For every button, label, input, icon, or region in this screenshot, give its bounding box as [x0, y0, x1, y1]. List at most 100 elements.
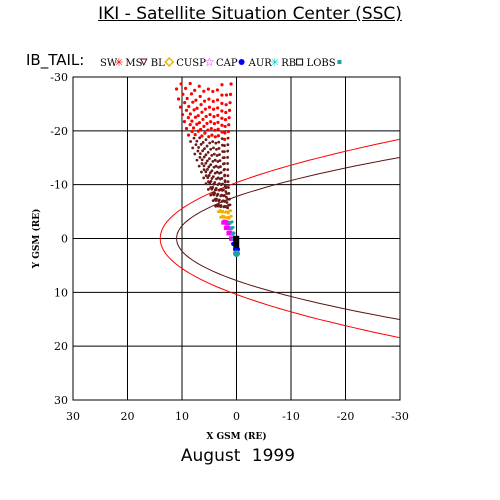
orbit-point	[215, 98, 220, 102]
date-caption: August 1999	[180, 446, 296, 466]
orbit-point	[223, 118, 228, 122]
orbit-point	[227, 186, 230, 189]
orbit-point	[228, 197, 231, 201]
orbit-point	[195, 139, 199, 143]
orbit-point	[222, 156, 226, 160]
orbit-point	[220, 176, 224, 180]
orbit-point	[209, 120, 213, 124]
orbit-point	[212, 107, 216, 111]
orbit-point	[221, 209, 225, 213]
orbit-point	[223, 137, 227, 141]
orbit-point	[217, 147, 221, 150]
orbit-point	[211, 185, 215, 189]
orbit-point	[195, 122, 199, 126]
orbit-point	[223, 124, 227, 129]
legend-label: SW	[100, 58, 118, 69]
orbit-point	[226, 136, 230, 140]
orbit-point	[201, 141, 205, 144]
orbit-point	[211, 175, 215, 179]
orbit-point	[203, 147, 206, 151]
orbit-point	[227, 116, 231, 120]
orbit-point	[199, 142, 203, 146]
orbit-point	[184, 86, 188, 90]
x-tick-label: -30	[391, 410, 409, 423]
orbit-point	[217, 203, 220, 207]
orbit-point	[193, 133, 197, 137]
orbit-point	[193, 88, 197, 92]
orbit-point	[220, 137, 224, 141]
orbit-point	[211, 99, 215, 103]
orbit-point	[223, 144, 226, 147]
orbit-point	[210, 153, 214, 157]
orbit-point	[217, 198, 221, 202]
orbit-point	[224, 220, 229, 225]
orbit-point	[225, 201, 229, 204]
orbit-point	[186, 133, 191, 137]
orbit-point	[191, 146, 195, 150]
orbit-point	[212, 165, 216, 169]
orbit-point	[184, 108, 189, 112]
orbit-point	[208, 157, 211, 160]
orbit-point	[200, 158, 204, 162]
orbit-point	[227, 211, 230, 215]
orbit-point	[224, 93, 229, 97]
orbit-point	[209, 126, 213, 131]
orbit-point	[203, 131, 207, 135]
orbit-point	[196, 149, 200, 153]
orbit-point	[211, 89, 215, 94]
orbit-point	[197, 146, 200, 149]
orbit-point	[207, 135, 211, 139]
orbit-point	[197, 164, 201, 168]
orbit-point	[223, 173, 227, 177]
orbit-point	[228, 101, 232, 105]
x-axis-label: X GSM (RE)	[206, 431, 266, 442]
orbit-point	[229, 227, 233, 231]
orbit-point	[202, 176, 206, 180]
orbit-point	[204, 138, 208, 142]
orbit-point	[215, 154, 219, 157]
orbit-point	[216, 134, 221, 138]
orbit-point	[198, 94, 202, 99]
legend-prefix: IB_TAIL:	[26, 51, 84, 70]
orbit-point	[212, 121, 217, 126]
orbit-point	[224, 110, 228, 115]
orbit-point	[209, 147, 213, 151]
orbit-point	[211, 159, 215, 163]
orbit-point	[196, 114, 200, 118]
orbit-point	[197, 84, 201, 88]
orbit-point	[226, 149, 230, 153]
orbit-point	[193, 152, 197, 156]
orbit-point	[214, 141, 218, 145]
chart-title: IKI - Satellite Situation Center (SSC)	[98, 4, 402, 24]
orbit-point	[195, 106, 199, 110]
orbit-point	[212, 152, 216, 156]
orbit-point	[200, 170, 203, 174]
orbit-point	[209, 163, 213, 167]
orbit-point	[230, 220, 234, 224]
orbit-point	[204, 170, 208, 174]
legend-label: CUSP	[176, 58, 206, 69]
orbit-point	[228, 222, 232, 226]
orbit-point	[206, 188, 210, 191]
orbit-point	[203, 107, 207, 111]
orbit-point	[178, 105, 183, 109]
orbit-point	[215, 197, 218, 201]
orbit-point	[218, 159, 222, 163]
x-tick-label: 20	[121, 410, 135, 423]
orbit-point	[224, 195, 228, 199]
orbit-point	[216, 113, 220, 117]
orbit-point	[179, 82, 183, 86]
orbit-point	[210, 169, 214, 173]
y-tick-label: -20	[50, 125, 68, 138]
orbit-point	[181, 92, 185, 96]
orbit-point	[199, 127, 203, 132]
legend-label: LOBS	[307, 58, 336, 69]
orbit-point	[227, 217, 231, 220]
orbit-point	[216, 120, 220, 124]
y-tick-label: 10	[54, 286, 68, 299]
orbit-point	[228, 203, 232, 207]
orbit-point	[223, 150, 226, 154]
orbit-point	[196, 129, 200, 133]
orbit-point	[191, 126, 196, 130]
